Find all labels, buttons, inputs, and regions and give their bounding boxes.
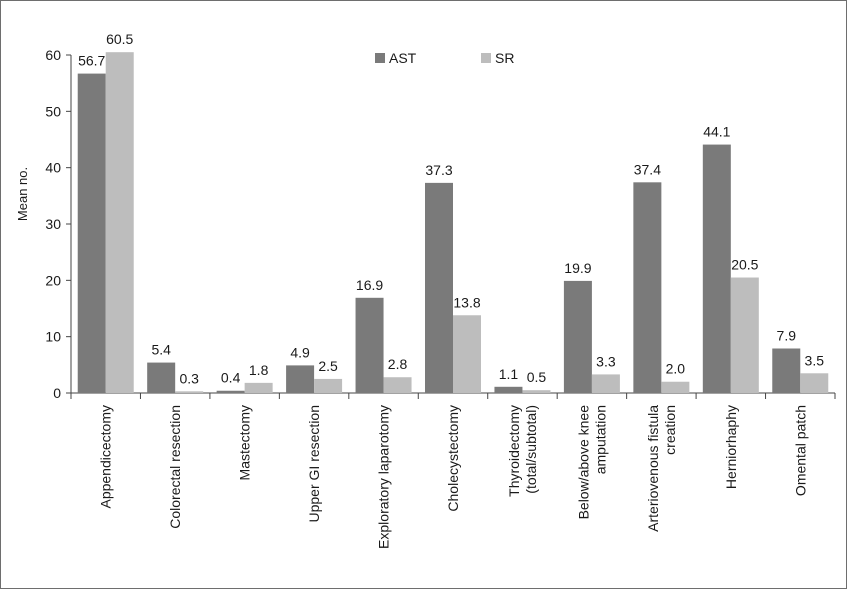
x-category-label: Appendicectomy: [98, 405, 114, 509]
bar-ast: [702, 144, 731, 393]
data-label-ast: 0.4: [221, 370, 241, 386]
bar-ast: [563, 280, 592, 393]
x-category-label: Arteriovenous fistula: [645, 405, 661, 532]
data-label-sr: 2.5: [318, 358, 338, 374]
bar-ast: [147, 362, 176, 393]
bar-sr: [661, 381, 690, 393]
data-label-sr: 0.5: [527, 369, 547, 385]
bar-sr: [730, 277, 759, 393]
x-category-label: Mastectomy: [237, 405, 253, 480]
y-axis-label: Mean no.: [15, 167, 30, 221]
x-category-label: Below/above knee: [575, 405, 591, 520]
y-tick-label: 0: [53, 385, 61, 401]
y-tick-label: 40: [45, 160, 61, 176]
data-label-sr: 3.5: [805, 352, 825, 368]
bar-ast: [772, 348, 801, 393]
bar-ast: [77, 73, 106, 393]
legend-swatch-ast: [375, 53, 385, 63]
legend-label-ast: AST: [389, 50, 417, 66]
bar-sr: [175, 391, 204, 393]
data-label-sr: 2.8: [388, 356, 408, 372]
data-label-sr: 0.3: [179, 370, 199, 386]
data-label-ast: 19.9: [564, 260, 591, 276]
y-tick-label: 10: [45, 329, 61, 345]
bar-sr: [453, 315, 481, 393]
data-label-ast: 5.4: [151, 342, 171, 358]
data-label-ast: 56.7: [78, 53, 105, 69]
legend-label-sr: SR: [495, 50, 514, 66]
legend-swatch-sr: [481, 53, 491, 63]
bar-ast: [216, 390, 245, 393]
data-label-sr: 20.5: [731, 257, 758, 273]
x-category-label: Colorectal resection: [167, 405, 183, 529]
data-label-sr: 60.5: [106, 31, 133, 47]
bar-ast: [425, 182, 453, 393]
data-label-ast: 44.1: [703, 124, 730, 140]
x-category-label: creation: [662, 405, 678, 455]
y-tick-label: 30: [45, 216, 61, 232]
data-label-ast: 4.9: [290, 344, 310, 360]
y-tick-label: 60: [45, 47, 61, 63]
bar-sr: [105, 52, 134, 393]
data-label-ast: 37.4: [634, 161, 661, 177]
bar-sr: [314, 378, 343, 393]
x-category-label: Upper GI resection: [306, 405, 322, 523]
data-label-ast: 1.1: [499, 366, 519, 382]
data-label-sr: 2.0: [666, 361, 686, 377]
x-category-label: Omental patch: [792, 405, 808, 496]
bar-sr: [591, 374, 620, 393]
bar-sr: [800, 373, 829, 393]
x-category-label: (total/subtotal): [523, 405, 539, 494]
bar-ast: [286, 365, 315, 393]
bar-sr: [522, 390, 551, 393]
x-category-label: Herniorhaphy: [723, 405, 739, 489]
bar-sr: [244, 382, 273, 393]
bar-ast: [355, 297, 384, 393]
x-category-label: Thyroidectomy: [506, 405, 522, 497]
data-label-ast: 16.9: [356, 277, 383, 293]
bar-ast: [633, 182, 662, 393]
bar-sr: [383, 377, 412, 393]
x-category-label: Exploratory laparotomy: [376, 405, 392, 549]
x-category-label: Cholecystectomy: [445, 405, 461, 512]
data-label-ast: 37.3: [425, 162, 452, 178]
bar-ast: [494, 386, 523, 393]
data-label-sr: 13.8: [453, 294, 480, 310]
data-label-sr: 3.3: [596, 353, 616, 369]
y-tick-label: 20: [45, 272, 61, 288]
x-category-label: amputation: [592, 405, 608, 474]
data-label-sr: 1.8: [249, 362, 269, 378]
y-tick-label: 50: [45, 103, 61, 119]
data-label-ast: 7.9: [777, 327, 797, 343]
